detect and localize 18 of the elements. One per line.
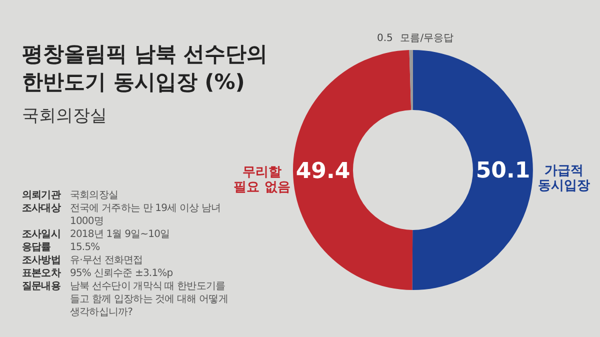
text: 응답률 15.5%	[22, 242, 100, 253]
donut-slice	[409, 50, 413, 110]
data-label: 50.1	[476, 158, 530, 184]
text: 국회의장실	[22, 105, 108, 127]
slice-label: 무리할 필요 없음	[234, 164, 290, 195]
slice-label: 모름/무응답	[400, 33, 454, 44]
text: 의뢰기관 국회의장실	[22, 189, 118, 202]
text: 평창올림픽 남북 선수단의 한반도기 동시입장 (%)	[22, 41, 269, 96]
text: 조사일시 2018년 1월 9일~10일	[22, 228, 171, 241]
slice-label: 가급적 동시입장	[538, 163, 590, 194]
donut-slice	[412, 50, 533, 290]
text: 조사방법 유·무선 전화면접	[22, 254, 144, 267]
text: 질문내용 남북 선수단이 개막식 때 한반도기를 들고 함께 입장하는 것에 대해 어떻게 생각하십니까?	[22, 280, 229, 319]
donut-slice	[292, 50, 413, 290]
text: 조사대상 전국에 거주하는 만 19세 이상 남녀 1000명	[22, 202, 222, 228]
data-label: 49.4	[296, 159, 350, 184]
text: 표본오차 95% 신뢰수준 ±3.1%p	[22, 267, 174, 280]
data-label: 0.5	[376, 33, 393, 44]
